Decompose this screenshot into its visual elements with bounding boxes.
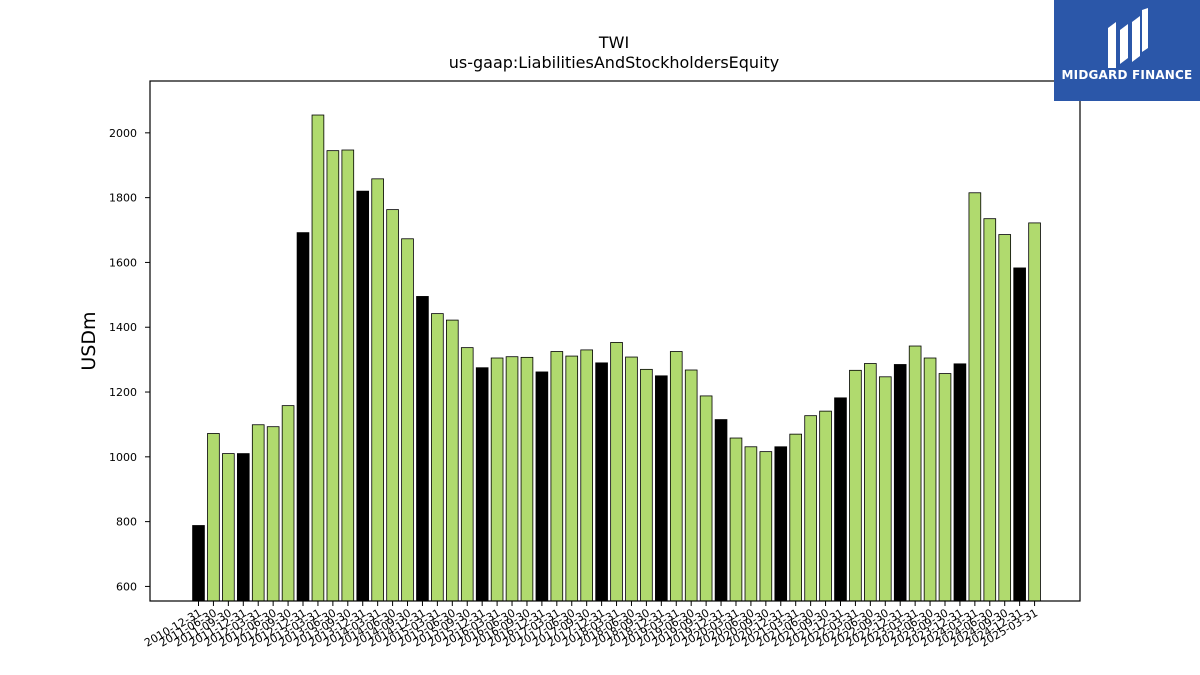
bar-2021-06-30 (804, 415, 817, 602)
bar-2019-09-30 (699, 395, 713, 602)
bar-2023-06-30 (923, 357, 937, 602)
bar-2024-06-30 (983, 218, 997, 602)
bar-2010-12-31 (192, 525, 205, 602)
bar-2023-03-31 (908, 345, 922, 602)
bar-2016-03-31 (490, 357, 504, 602)
bar-2020-06-30 (744, 446, 758, 602)
midgard-logo-icon (1108, 8, 1148, 68)
bar-2012-12-31 (296, 232, 310, 602)
bar-2013-12-31 (356, 190, 370, 602)
chart-title: TWI (598, 33, 629, 52)
plot-frame (149, 80, 1081, 602)
bar-2025-03-31 (1028, 222, 1041, 602)
bar-2020-09-30 (759, 451, 773, 602)
bar-2019-06-30 (684, 369, 698, 602)
bar-2018-03-31 (610, 342, 623, 602)
bar-2016-12-31 (535, 371, 549, 602)
bar-2013-06-30 (326, 150, 340, 602)
y-axis-label: USDm (78, 311, 100, 370)
bar-2012-03-31 (251, 424, 265, 602)
midgard-finance-logo: MIDGARD FINANCE (1054, 0, 1200, 101)
bar-2014-12-31 (416, 296, 429, 602)
bar-2011-09-30 (222, 453, 235, 602)
y-tick-label: 1000 (109, 451, 137, 464)
bar-2015-12-31 (475, 367, 489, 602)
bar-2014-09-30 (401, 238, 414, 602)
bar-2017-03-31 (550, 351, 564, 602)
bar-2015-06-30 (446, 319, 459, 602)
bar-2024-09-30 (998, 234, 1012, 602)
bar-2022-06-30 (864, 363, 877, 602)
chart-subtitle: us-gaap:LiabilitiesAndStockholdersEquity (449, 53, 780, 72)
y-tick-label: 2000 (109, 127, 137, 140)
bar-2022-12-31 (893, 364, 907, 602)
bar-2013-03-31 (311, 114, 325, 602)
bar-2016-06-30 (505, 356, 519, 602)
bar-2023-12-31 (953, 363, 967, 602)
bar-2022-09-30 (878, 376, 892, 602)
y-tick-label: 1800 (109, 192, 137, 205)
bar-2022-03-31 (849, 369, 862, 602)
bar-2021-03-31 (789, 433, 802, 602)
bar-2018-12-31 (655, 375, 668, 602)
bar-2014-06-30 (386, 209, 399, 602)
y-tick-label: 1600 (109, 256, 137, 269)
bar-2020-03-31 (729, 437, 743, 602)
bar-2013-09-30 (341, 149, 355, 602)
logo-text: MIDGARD FINANCE (1061, 68, 1193, 82)
bar-2012-09-30 (281, 405, 295, 602)
bar-2018-06-30 (625, 356, 638, 602)
bar-2015-03-31 (431, 313, 444, 602)
bars-group (192, 114, 1041, 602)
bar-2024-12-31 (1013, 267, 1026, 602)
bar-2011-12-31 (236, 453, 250, 602)
y-axis-ticks: 600 800 1000 1200 1400 1600 1800 2000 (109, 127, 150, 593)
y-tick-label: 1200 (109, 386, 137, 399)
bar-2016-09-30 (520, 356, 534, 602)
bar-2012-06-30 (266, 426, 280, 602)
bar-2024-03-31 (968, 192, 982, 602)
bar-2011-06-30 (207, 433, 220, 602)
bar-2018-09-30 (640, 368, 653, 602)
bar-2020-12-31 (774, 446, 788, 602)
bar-2019-03-31 (669, 351, 683, 602)
x-axis-ticks: 2010-12-312011-06-302011-09-302011-12-31… (142, 601, 1040, 650)
bar-2014-03-31 (371, 178, 384, 602)
bar-2021-09-30 (819, 410, 832, 602)
bar-2017-06-30 (565, 355, 579, 602)
y-tick-label: 800 (116, 516, 137, 529)
y-tick-label: 600 (116, 580, 137, 593)
y-tick-label: 1400 (109, 321, 137, 334)
bar-2019-12-31 (714, 419, 728, 602)
bar-2015-09-30 (460, 347, 474, 602)
bar-2023-09-30 (938, 373, 952, 602)
bar-2017-12-31 (595, 362, 608, 602)
bar-2021-12-31 (834, 397, 847, 602)
bar-2017-09-30 (580, 349, 593, 602)
